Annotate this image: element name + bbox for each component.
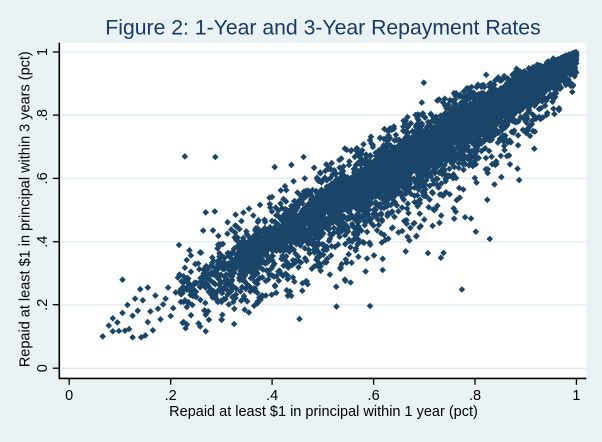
svg-text:Repaid at least $1 in principa: Repaid at least $1 in principal within 3…: [18, 51, 34, 367]
svg-text:.4: .4: [266, 388, 278, 404]
svg-text:0: 0: [65, 388, 73, 404]
svg-text:1: 1: [35, 48, 51, 56]
svg-text:Repaid at least $1 in principa: Repaid at least $1 in principal within 1…: [169, 404, 478, 420]
svg-text:.2: .2: [35, 299, 51, 311]
svg-text:0: 0: [35, 364, 51, 372]
svg-text:.4: .4: [35, 236, 51, 248]
svg-text:.8: .8: [469, 388, 481, 404]
svg-text:.8: .8: [35, 109, 51, 121]
svg-text:.2: .2: [165, 388, 177, 404]
svg-text:1: 1: [572, 388, 580, 404]
svg-text:.6: .6: [35, 172, 51, 184]
svg-text:Figure 2: 1-Year and 3-Year Re: Figure 2: 1-Year and 3-Year Repayment Ra…: [105, 16, 540, 39]
svg-text:.6: .6: [368, 388, 380, 404]
